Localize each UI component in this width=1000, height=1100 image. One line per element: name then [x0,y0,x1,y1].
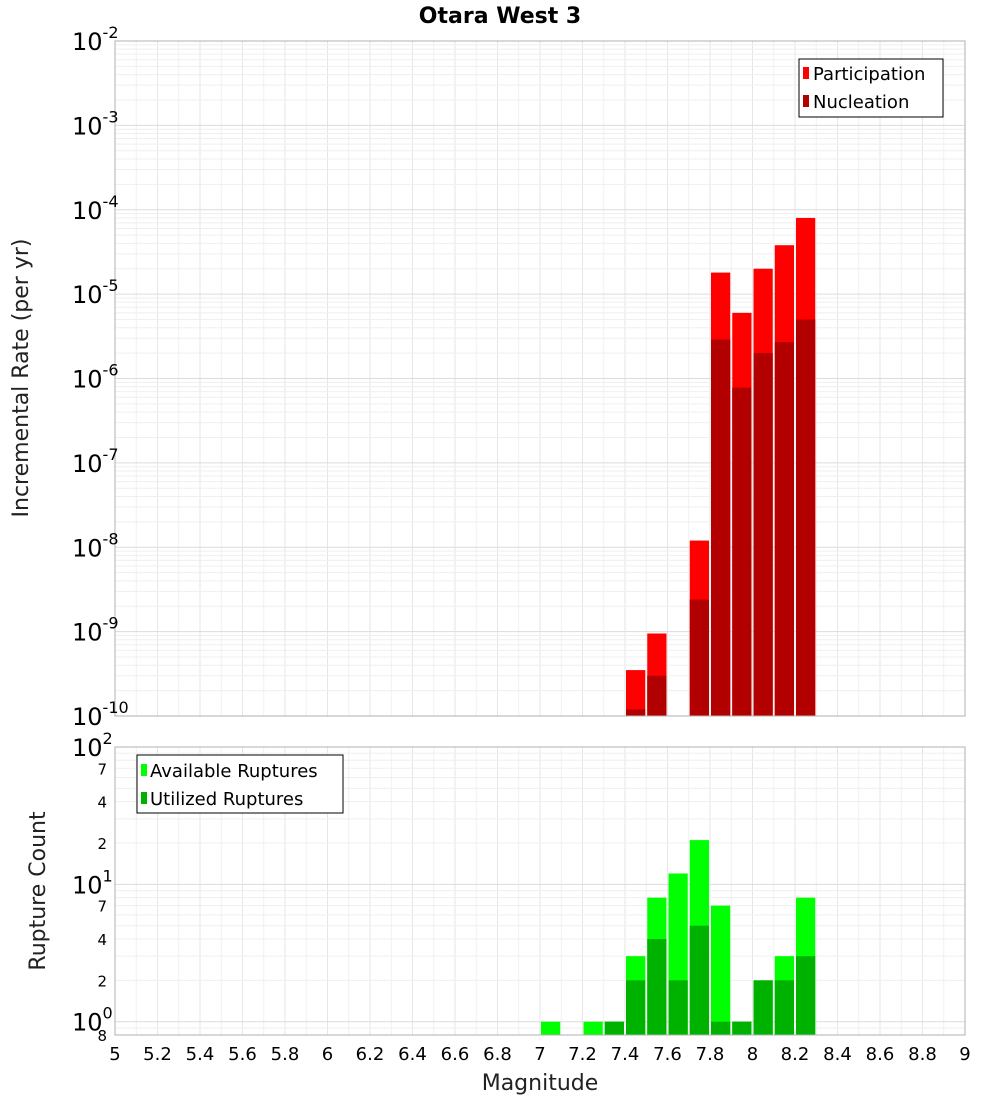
bottom-panel-frame [114,746,966,1036]
x-tick-label: 9 [959,1044,970,1065]
bottom-bar-utilized-ruptures [711,1021,731,1035]
legend-swatch-utilized [141,792,147,804]
bottom-y-minor-tick-label: 2 [97,835,107,853]
top-y-tick-label: 10-5 [72,276,119,309]
x-tick-label: 7 [534,1044,545,1065]
bottom-bar-available-ruptures [583,1021,603,1035]
x-tick-label: 8.8 [908,1044,937,1065]
x-tick-label: 8.4 [823,1044,852,1065]
bottom-y-major-tick-label: 102 [72,729,113,762]
bottom-y-major-tick-label: 100 [72,1004,113,1037]
top-panel-frame [114,40,966,717]
x-tick-label: 5.8 [271,1044,300,1065]
x-axis-label: Magnitude [482,1071,599,1096]
x-tick-label: 8.2 [781,1044,810,1065]
bottom-bar-utilized-ruptures [668,980,688,1035]
top-y-axis-label: Incremental Rate (per yr) [9,239,34,518]
bottom-y-tick-labels: 102 101 100 7 4 2 7 4 2 8 [72,729,113,1045]
top-y-tick-label: 10-9 [72,614,119,647]
bottom-legend-box [136,754,344,814]
legend-label-utilized: Utilized Ruptures [150,789,303,810]
legend-label-nucleation: Nucleation [813,92,909,113]
top-y-tick-label: 10-4 [72,192,119,225]
x-tick-label: 5.6 [228,1044,257,1065]
x-tick-label: 5 [109,1044,120,1065]
top-legend-box [798,58,944,118]
x-tick-label: 6.8 [483,1044,512,1065]
top-bar-participation [626,670,646,716]
top-bar-nucleation [774,342,794,716]
x-tick-label: 6.4 [398,1044,427,1065]
chart-title: Otara West 3 [419,4,581,29]
bottom-bar-available-ruptures [711,905,731,1035]
bottom-y-minor-tick-label: 2 [97,972,107,990]
x-tick-label: 5.4 [186,1044,215,1065]
legend-label-participation: Participation [813,64,925,85]
top-bar-nucleation [689,599,709,716]
top-y-tick-label: 10-10 [72,698,129,731]
top-y-tick-labels: 10-2 10-3 10-4 10-5 10-6 10-7 10-8 10-9 10-10 [72,23,129,731]
x-tick-label: 5.2 [143,1044,172,1065]
top-y-tick-label: 10-8 [72,529,119,562]
x-tick-label: 7.6 [653,1044,682,1065]
bottom-bar-utilized-ruptures [647,939,667,1035]
top-y-tick-label: 10-7 [72,445,119,478]
bottom-panel-bars [541,840,816,1035]
top-bar-nucleation [753,353,773,716]
top-bar-nucleation [732,387,752,716]
top-y-tick-label: 10-6 [72,361,119,394]
legend-swatch-available [141,764,147,776]
bottom-y-major-tick-label: 101 [72,866,113,899]
bottom-bar-utilized-ruptures [626,980,646,1035]
x-tick-label: 7.4 [611,1044,640,1065]
bottom-bar-utilized-ruptures [774,980,794,1035]
top-bar-nucleation [711,339,731,716]
x-tick-label: 7.2 [568,1044,597,1065]
bottom-y-minor-tick-label: 8 [97,1027,107,1045]
legend-swatch-participation [803,67,809,79]
bottom-bar-utilized-ruptures [689,925,709,1035]
x-tick-label: 6 [322,1044,333,1065]
x-tick-labels: 5 5.2 5.4 5.6 5.8 6 6.2 6.4 6.6 6.8 7 7.2 7.4 7.6 7.8 8… [109,1044,970,1065]
bottom-bar-utilized-ruptures [796,956,816,1035]
top-bar-nucleation [647,675,667,716]
bottom-y-minor-tick-label: 4 [97,931,107,949]
top-panel-grid [114,41,966,717]
bottom-y-axis-label: Rupture Count [26,811,51,971]
bottom-bar-utilized-ruptures [604,1021,624,1035]
bottom-y-minor-tick-label: 7 [97,898,107,916]
bottom-bar-available-ruptures [541,1021,561,1035]
x-tick-label: 6.6 [441,1044,470,1065]
bottom-legend: Available Ruptures Utilized Ruptures [136,754,344,814]
top-bar-nucleation [626,709,646,716]
x-tick-label: 6.2 [356,1044,385,1065]
bottom-bar-utilized-ruptures [753,980,773,1035]
bottom-y-minor-tick-label: 4 [97,794,107,812]
top-y-tick-label: 10-2 [72,23,119,56]
x-tick-label: 8 [747,1044,758,1065]
bottom-y-minor-tick-label: 7 [97,760,107,778]
x-tick-label: 7.8 [696,1044,725,1065]
top-panel-bars [626,217,816,717]
x-tick-label: 8.6 [866,1044,895,1065]
legend-swatch-nucleation [803,95,809,107]
top-legend: Participation Nucleation [798,58,944,118]
top-y-tick-label: 10-3 [72,107,119,140]
legend-label-available: Available Ruptures [150,761,318,782]
bottom-bar-utilized-ruptures [732,1021,752,1035]
top-bar-nucleation [796,319,816,716]
